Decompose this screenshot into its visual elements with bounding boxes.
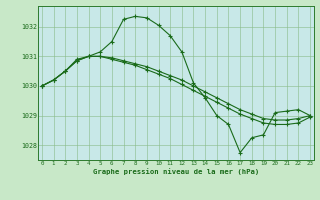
X-axis label: Graphe pression niveau de la mer (hPa): Graphe pression niveau de la mer (hPa) — [93, 168, 259, 175]
